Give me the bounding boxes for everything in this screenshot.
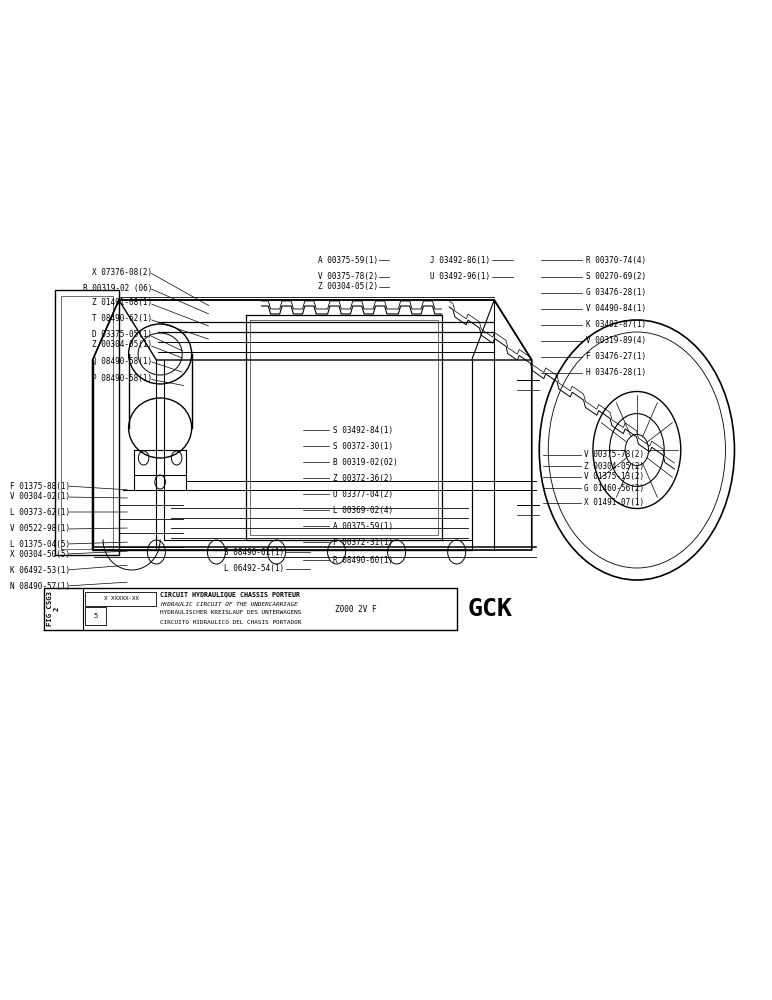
Text: F 03476-27(1): F 03476-27(1) <box>586 353 646 361</box>
Text: H 03476-28(1): H 03476-28(1) <box>586 368 646 377</box>
Text: V 00319-89(4): V 00319-89(4) <box>586 336 646 346</box>
Text: V 04490-84(1): V 04490-84(1) <box>586 304 646 314</box>
Text: CIRCUIT HYDRAULIQUE CHASSIS PORTEUR: CIRCUIT HYDRAULIQUE CHASSIS PORTEUR <box>160 591 300 597</box>
Text: L 00373-62(1): L 00373-62(1) <box>10 508 70 516</box>
Text: FIG CSG3
2: FIG CSG3 2 <box>47 591 60 626</box>
Text: Z000 2V F: Z000 2V F <box>334 604 376 613</box>
Bar <box>85 592 157 606</box>
Text: L 01375-04(5): L 01375-04(5) <box>10 540 70 548</box>
Text: X 00304-50(5): X 00304-50(5) <box>10 550 70 558</box>
Text: R 00370-74(4): R 00370-74(4) <box>586 255 646 264</box>
Text: U 03377-04(2): U 03377-04(2) <box>333 489 393 498</box>
Text: V 00522-98(1): V 00522-98(1) <box>10 524 70 534</box>
Text: P 08490-58(1): P 08490-58(1) <box>93 374 153 383</box>
Text: L 00369-02(4): L 00369-02(4) <box>333 506 393 514</box>
Text: G 01460-56(2): G 01460-56(2) <box>584 484 645 492</box>
Text: GCK: GCK <box>468 597 513 621</box>
Text: D 03375-05(1): D 03375-05(1) <box>93 330 153 340</box>
Text: F 00372-31(1): F 00372-31(1) <box>333 538 393 546</box>
Text: S 00372-30(1): S 00372-30(1) <box>333 442 393 450</box>
Text: B 00319-02(02): B 00319-02(02) <box>333 458 398 466</box>
Text: N 08490-57(1): N 08490-57(1) <box>10 582 70 590</box>
Text: 5: 5 <box>93 613 98 619</box>
Text: HYDRAULISCHER KREISLAUF DES UNTERWAGENS: HYDRAULISCHER KREISLAUF DES UNTERWAGENS <box>160 610 302 615</box>
Text: V 00304-02(1): V 00304-02(1) <box>10 492 70 502</box>
Text: K 06492-53(1): K 06492-53(1) <box>10 566 70 574</box>
Text: V 00375-78(2): V 00375-78(2) <box>584 450 645 460</box>
Text: J 03492-86(1): J 03492-86(1) <box>431 255 490 264</box>
Text: Z 00372-36(2): Z 00372-36(2) <box>333 474 393 483</box>
Text: S 08490-61(1): S 08490-61(1) <box>224 548 284 556</box>
Text: B 00319-02 (06): B 00319-02 (06) <box>83 284 153 292</box>
Bar <box>85 607 106 625</box>
Text: S 03492-84(1): S 03492-84(1) <box>333 426 393 434</box>
Text: G 03476-28(1): G 03476-28(1) <box>586 288 646 298</box>
Text: T 08490-62(1): T 08490-62(1) <box>93 314 153 324</box>
Text: A 00375-59(1): A 00375-59(1) <box>318 255 378 264</box>
Text: Q 08490-58(1): Q 08490-58(1) <box>93 357 153 365</box>
Text: S 00270-69(2): S 00270-69(2) <box>586 272 646 282</box>
Text: Z 01491-08(1): Z 01491-08(1) <box>93 298 153 308</box>
Text: A 00375-59(1): A 00375-59(1) <box>333 522 393 530</box>
Text: L 06492-54(1): L 06492-54(1) <box>224 564 284 574</box>
Text: Z 00304-05(2): Z 00304-05(2) <box>318 282 378 292</box>
Text: HYDRAULIC CIRCUIT OF THE UNDERCARRIAGE: HYDRAULIC CIRCUIT OF THE UNDERCARRIAGE <box>160 601 298 606</box>
Text: V 00375-78(2): V 00375-78(2) <box>318 272 378 282</box>
Text: R 08490-60(1): R 08490-60(1) <box>333 556 393 564</box>
Text: V 01375-13(2): V 01375-13(2) <box>584 473 645 482</box>
Text: K 03492-87(1): K 03492-87(1) <box>586 320 646 330</box>
Text: F 01375-88(1): F 01375-88(1) <box>10 482 70 490</box>
Text: X 01491-07(1): X 01491-07(1) <box>584 498 645 508</box>
Text: X 07376-08(2): X 07376-08(2) <box>93 267 153 276</box>
Text: X XXXXX-XX: X XXXXX-XX <box>103 596 139 601</box>
Text: U 03492-96(1): U 03492-96(1) <box>431 272 490 282</box>
Text: Z 00304-05(2): Z 00304-05(2) <box>584 462 645 471</box>
Text: Z 00304-05(1): Z 00304-05(1) <box>93 340 153 350</box>
Text: CIRCUITO HIDRAULICO DEL CHASIS PORTADOR: CIRCUITO HIDRAULICO DEL CHASIS PORTADOR <box>160 620 302 626</box>
